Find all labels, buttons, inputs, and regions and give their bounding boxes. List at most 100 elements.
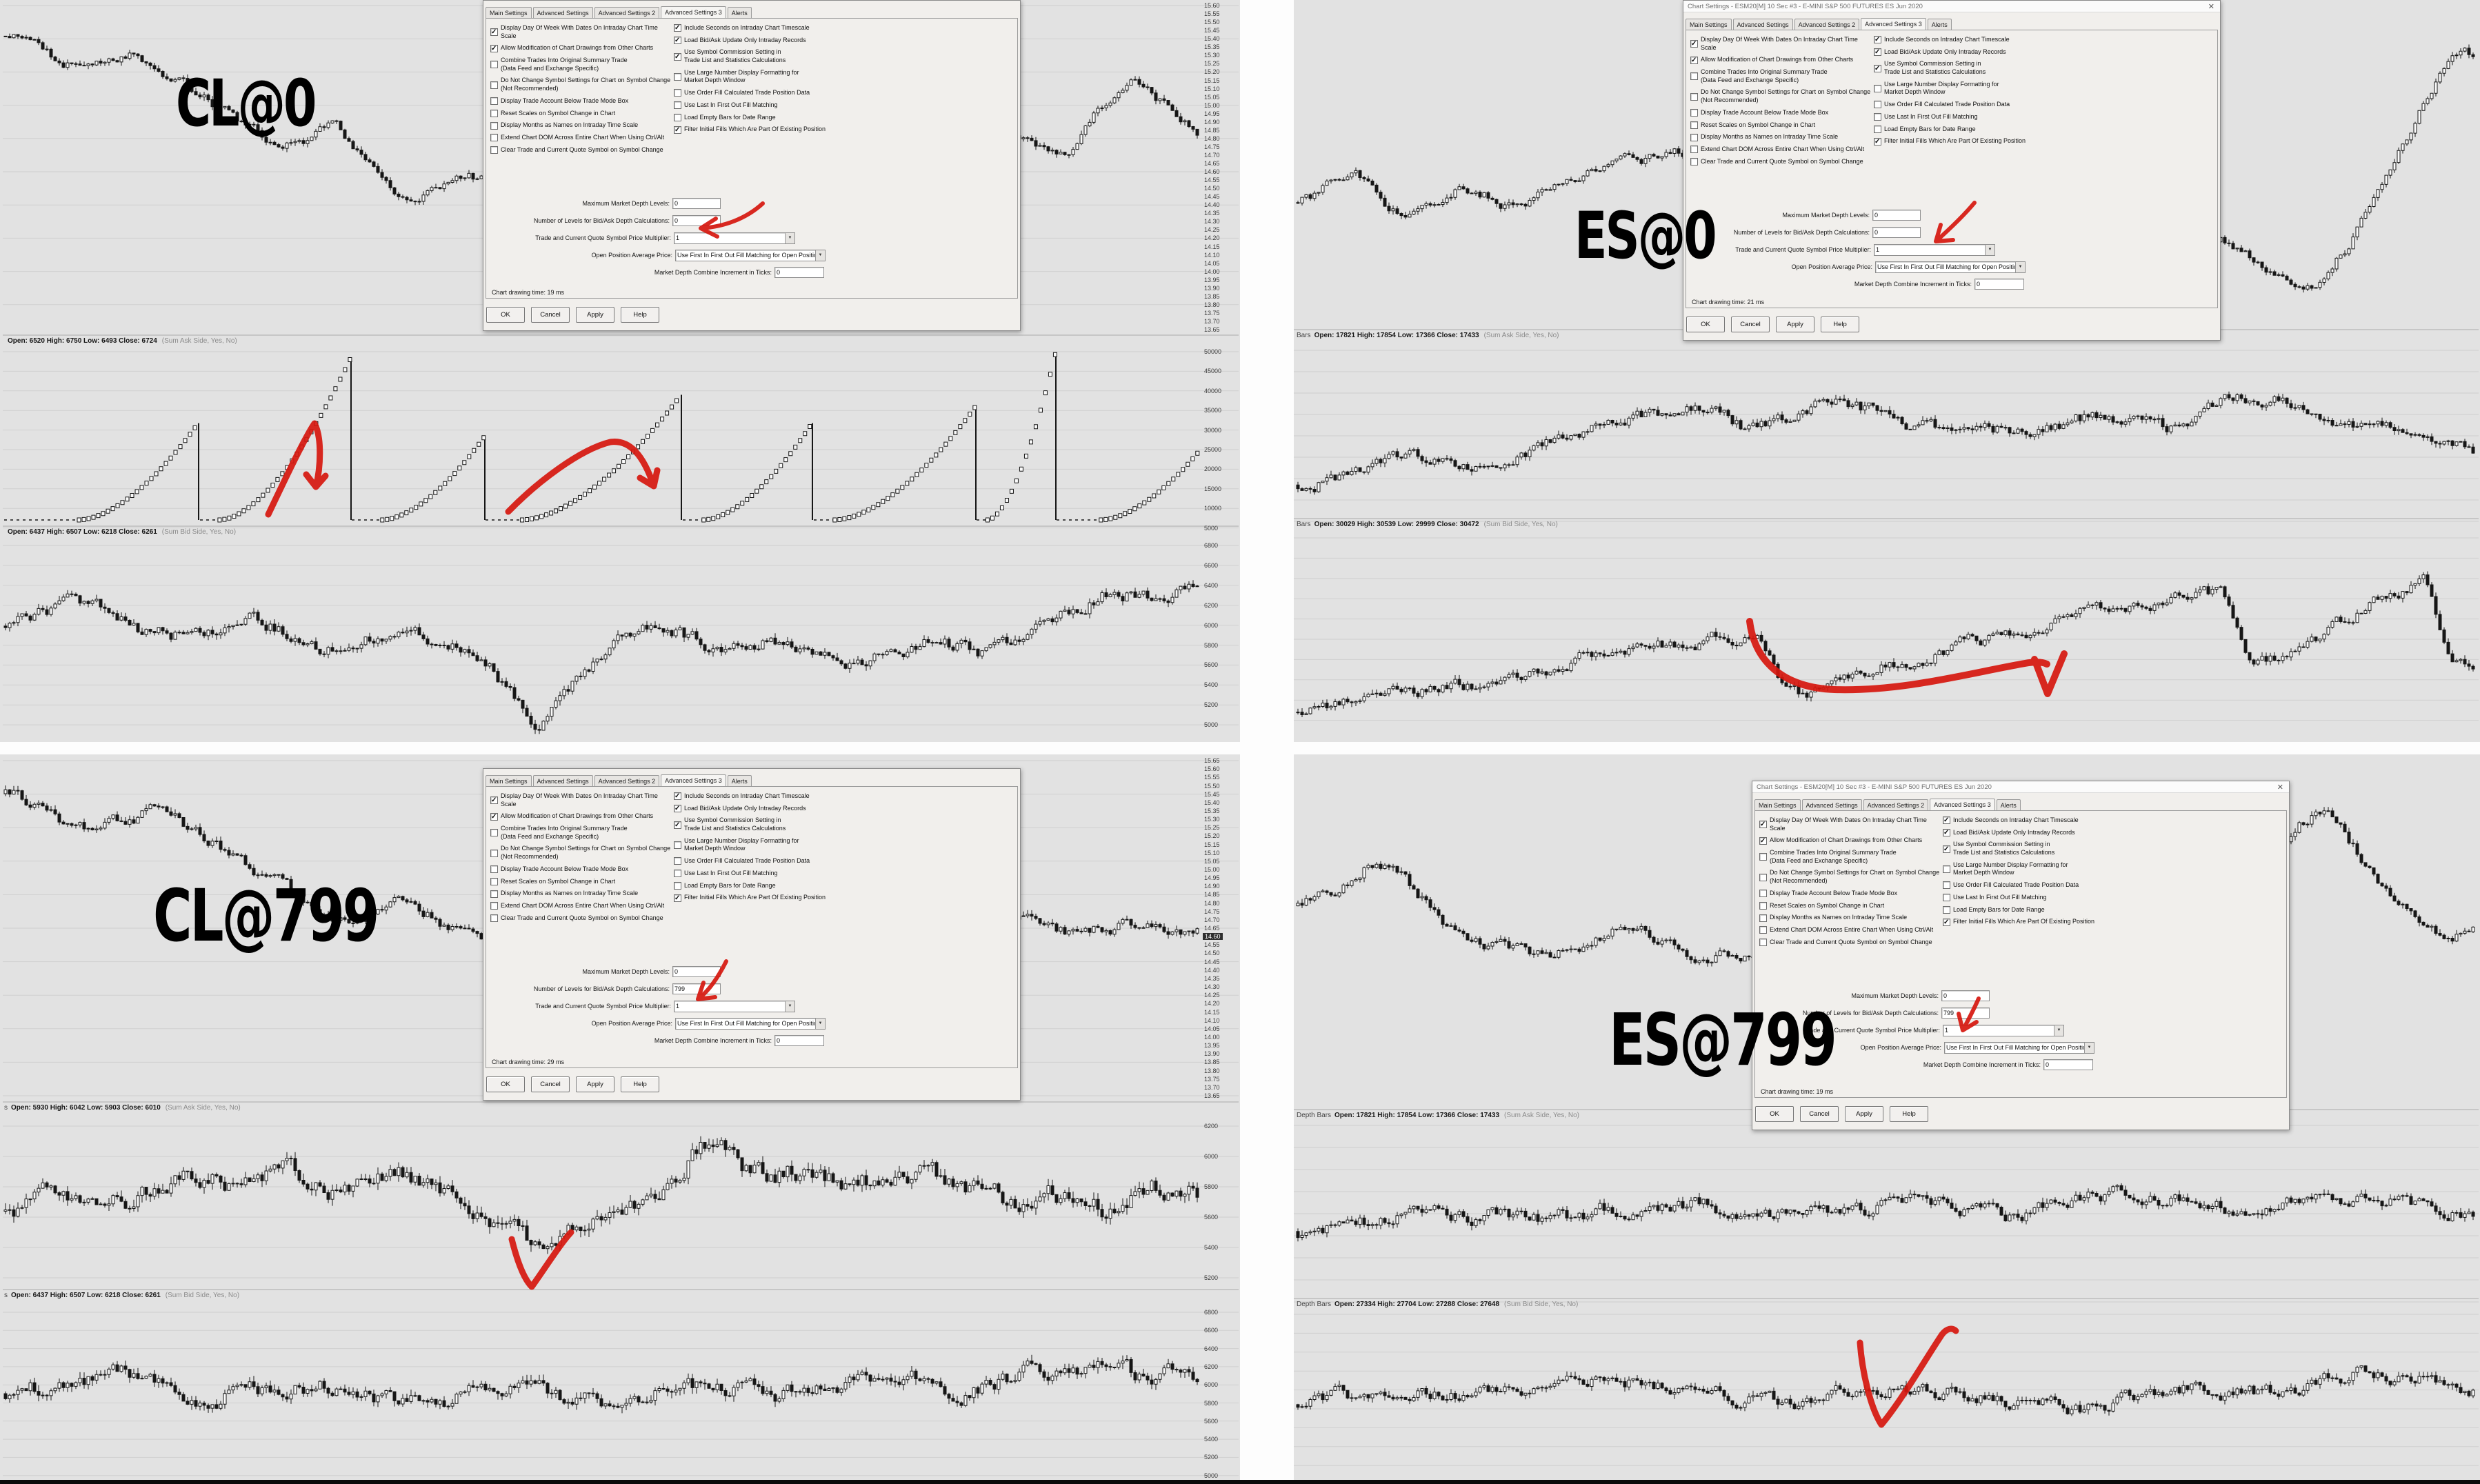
field-combo-open-position-average-price[interactable]: Use First In First Out Fill Matching for…: [1944, 1041, 2094, 1054]
checkbox-use-large-number-display-formatting-for[interactable]: Use Large Number Display Formatting for …: [1943, 861, 2283, 877]
checkbox-extend-chart-dom-across-entire-chart-when-[interactable]: Extend Chart DOM Across Entire Chart Whe…: [490, 134, 674, 142]
cancel-button[interactable]: Cancel: [531, 306, 570, 323]
apply-button[interactable]: Apply: [1776, 316, 1814, 332]
checkbox-display-day-of-week-with-dates-on-intraday[interactable]: Display Day Of Week With Dates On Intrad…: [1690, 36, 1874, 52]
tab-advanced-settings-2[interactable]: Advanced Settings 2: [594, 7, 660, 18]
checkbox-display-months-as-names-on-intraday-time-s[interactable]: Display Months as Names on Intraday Time…: [490, 890, 674, 898]
close-icon[interactable]: ✕: [2208, 2, 2214, 11]
tab-alerts[interactable]: Alerts: [727, 7, 752, 18]
checkbox-display-trade-account-below-trade-mode-box[interactable]: Display Trade Account Below Trade Mode B…: [1690, 109, 1874, 117]
checkbox-filter-initial-fills-which-are-part-of-exi[interactable]: Filter Initial Fills Which Are Part Of E…: [1874, 137, 2214, 146]
checkbox-display-day-of-week-with-dates-on-intraday[interactable]: Display Day Of Week With Dates On Intrad…: [490, 24, 674, 40]
field-input-maximum-market-depth-levels[interactable]: [672, 198, 721, 209]
checkbox-display-day-of-week-with-dates-on-intraday[interactable]: Display Day Of Week With Dates On Intrad…: [1759, 816, 1943, 832]
field-input-market-depth-combine-increment-in-ticks[interactable]: [774, 1035, 824, 1046]
checkbox-load-bid-ask-update-only-intraday-records[interactable]: Load Bid/Ask Update Only Intraday Record…: [1943, 828, 2283, 837]
apply-button[interactable]: Apply: [576, 306, 614, 323]
field-input-market-depth-combine-increment-in-ticks[interactable]: [2043, 1059, 2093, 1070]
checkbox-clear-trade-and-current-quote-symbol-on-sy[interactable]: Clear Trade and Current Quote Symbol on …: [1759, 939, 1943, 947]
checkbox-use-order-fill-calculated-trade-position-d[interactable]: Use Order Fill Calculated Trade Position…: [674, 89, 1014, 97]
field-combo-open-position-average-price[interactable]: Use First In First Out Fill Matching for…: [1875, 261, 2026, 273]
close-icon[interactable]: ✕: [2277, 783, 2283, 792]
checkbox-clear-trade-and-current-quote-symbol-on-sy[interactable]: Clear Trade and Current Quote Symbol on …: [490, 146, 674, 154]
field-input-number-of-levels-for-bid-ask-depth-calcula[interactable]: [1872, 227, 1921, 238]
checkbox-do-not-change-symbol-settings-for-chart-on[interactable]: Do Not Change Symbol Settings for Chart …: [1690, 88, 1874, 104]
checkbox-do-not-change-symbol-settings-for-chart-on[interactable]: Do Not Change Symbol Settings for Chart …: [490, 77, 674, 92]
help-button[interactable]: Help: [1821, 316, 1859, 332]
tab-advanced-settings[interactable]: Advanced Settings: [1732, 19, 1793, 30]
checkbox-allow-modification-of-chart-drawings-from-[interactable]: Allow Modification of Chart Drawings fro…: [490, 812, 674, 821]
tab-alerts[interactable]: Alerts: [727, 775, 752, 786]
help-button[interactable]: Help: [621, 1076, 659, 1092]
checkbox-clear-trade-and-current-quote-symbol-on-sy[interactable]: Clear Trade and Current Quote Symbol on …: [1690, 158, 1874, 166]
tab-advanced-settings-3[interactable]: Advanced Settings 3: [1930, 799, 1995, 811]
field-combo-open-position-average-price[interactable]: Use First In First Out Fill Matching for…: [675, 1017, 826, 1030]
checkbox-extend-chart-dom-across-entire-chart-when-[interactable]: Extend Chart DOM Across Entire Chart Whe…: [490, 902, 674, 910]
checkbox-use-large-number-display-formatting-for[interactable]: Use Large Number Display Formatting for …: [1874, 81, 2214, 97]
field-combo-trade-and-current-quote-symbol-price-multi[interactable]: 1 ▼: [1874, 243, 1995, 256]
checkbox-filter-initial-fills-which-are-part-of-exi[interactable]: Filter Initial Fills Which Are Part Of E…: [1943, 918, 2283, 927]
chevron-down-icon[interactable]: ▼: [1985, 244, 1994, 255]
tab-main-settings[interactable]: Main Settings: [486, 775, 532, 786]
help-button[interactable]: Help: [621, 306, 659, 323]
checkbox-include-seconds-on-intraday-chart-timescal[interactable]: Include Seconds on Intraday Chart Timesc…: [1943, 816, 2283, 825]
checkbox-use-large-number-display-formatting-for[interactable]: Use Large Number Display Formatting for …: [674, 69, 1014, 85]
checkbox-use-symbol-commission-setting-in[interactable]: Use Symbol Commission Setting in Trade L…: [1943, 841, 2283, 856]
chevron-down-icon[interactable]: ▼: [2054, 1025, 2063, 1036]
tab-advanced-settings-2[interactable]: Advanced Settings 2: [594, 775, 660, 786]
field-input-maximum-market-depth-levels[interactable]: [1941, 990, 1990, 1001]
checkbox-extend-chart-dom-across-entire-chart-when-[interactable]: Extend Chart DOM Across Entire Chart Whe…: [1690, 146, 1874, 154]
checkbox-use-symbol-commission-setting-in[interactable]: Use Symbol Commission Setting in Trade L…: [674, 816, 1014, 832]
checkbox-filter-initial-fills-which-are-part-of-exi[interactable]: Filter Initial Fills Which Are Part Of E…: [674, 894, 1014, 903]
chevron-down-icon[interactable]: ▼: [785, 1001, 794, 1012]
ok-button[interactable]: OK: [486, 306, 525, 323]
checkbox-reset-scales-on-symbol-change-in-chart[interactable]: Reset Scales on Symbol Change in Chart: [490, 878, 674, 886]
checkbox-include-seconds-on-intraday-chart-timescal[interactable]: Include Seconds on Intraday Chart Timesc…: [1874, 35, 2214, 44]
tab-advanced-settings[interactable]: Advanced Settings: [1801, 799, 1862, 810]
tab-main-settings[interactable]: Main Settings: [1686, 19, 1732, 30]
checkbox-display-months-as-names-on-intraday-time-s[interactable]: Display Months as Names on Intraday Time…: [1759, 914, 1943, 922]
checkbox-use-last-in-first-out-fill-matching[interactable]: Use Last In First Out Fill Matching: [674, 870, 1014, 878]
checkbox-include-seconds-on-intraday-chart-timescal[interactable]: Include Seconds on Intraday Chart Timesc…: [674, 792, 1014, 801]
chevron-down-icon[interactable]: ▼: [2084, 1042, 2094, 1053]
checkbox-use-last-in-first-out-fill-matching[interactable]: Use Last In First Out Fill Matching: [1874, 113, 2214, 121]
ok-button[interactable]: OK: [1755, 1105, 1794, 1122]
checkbox-use-order-fill-calculated-trade-position-d[interactable]: Use Order Fill Calculated Trade Position…: [1874, 101, 2214, 109]
checkbox-load-bid-ask-update-only-intraday-records[interactable]: Load Bid/Ask Update Only Intraday Record…: [1874, 48, 2214, 57]
checkbox-use-last-in-first-out-fill-matching[interactable]: Use Last In First Out Fill Matching: [1943, 894, 2283, 902]
tab-advanced-settings-3[interactable]: Advanced Settings 3: [661, 774, 726, 787]
checkbox-load-bid-ask-update-only-intraday-records[interactable]: Load Bid/Ask Update Only Intraday Record…: [674, 36, 1014, 45]
field-input-number-of-levels-for-bid-ask-depth-calcula[interactable]: [672, 983, 721, 994]
checkbox-reset-scales-on-symbol-change-in-chart[interactable]: Reset Scales on Symbol Change in Chart: [1759, 902, 1943, 910]
field-input-market-depth-combine-increment-in-ticks[interactable]: [1974, 279, 2024, 290]
field-input-number-of-levels-for-bid-ask-depth-calcula[interactable]: [1941, 1007, 1990, 1019]
checkbox-combine-trades-into-original-summary-trade[interactable]: Combine Trades Into Original Summary Tra…: [490, 825, 674, 841]
tab-advanced-settings[interactable]: Advanced Settings: [532, 7, 593, 18]
field-input-market-depth-combine-increment-in-ticks[interactable]: [774, 267, 824, 278]
chevron-down-icon[interactable]: ▼: [2015, 261, 2025, 272]
checkbox-use-symbol-commission-setting-in[interactable]: Use Symbol Commission Setting in Trade L…: [1874, 60, 2214, 76]
checkbox-display-months-as-names-on-intraday-time-s[interactable]: Display Months as Names on Intraday Time…: [490, 121, 674, 130]
field-input-maximum-market-depth-levels[interactable]: [672, 966, 721, 977]
checkbox-use-last-in-first-out-fill-matching[interactable]: Use Last In First Out Fill Matching: [674, 101, 1014, 110]
checkbox-combine-trades-into-original-summary-trade[interactable]: Combine Trades Into Original Summary Tra…: [1690, 68, 1874, 84]
chevron-down-icon[interactable]: ▼: [815, 250, 825, 261]
chevron-down-icon[interactable]: ▼: [815, 1018, 825, 1029]
checkbox-display-day-of-week-with-dates-on-intraday[interactable]: Display Day Of Week With Dates On Intrad…: [490, 792, 674, 808]
checkbox-clear-trade-and-current-quote-symbol-on-sy[interactable]: Clear Trade and Current Quote Symbol on …: [490, 914, 674, 923]
checkbox-combine-trades-into-original-summary-trade[interactable]: Combine Trades Into Original Summary Tra…: [490, 57, 674, 72]
tab-advanced-settings-3[interactable]: Advanced Settings 3: [1861, 18, 1926, 30]
field-combo-trade-and-current-quote-symbol-price-multi[interactable]: 1 ▼: [674, 1000, 795, 1012]
checkbox-load-empty-bars-for-date-range[interactable]: Load Empty Bars for Date Range: [674, 114, 1014, 122]
checkbox-reset-scales-on-symbol-change-in-chart[interactable]: Reset Scales on Symbol Change in Chart: [1690, 121, 1874, 130]
field-combo-trade-and-current-quote-symbol-price-multi[interactable]: 1 ▼: [674, 232, 795, 244]
apply-button[interactable]: Apply: [1845, 1105, 1883, 1122]
checkbox-include-seconds-on-intraday-chart-timescal[interactable]: Include Seconds on Intraday Chart Timesc…: [674, 23, 1014, 32]
checkbox-load-empty-bars-for-date-range[interactable]: Load Empty Bars for Date Range: [1943, 906, 2283, 914]
field-combo-trade-and-current-quote-symbol-price-multi[interactable]: 1 ▼: [1943, 1024, 2064, 1036]
ok-button[interactable]: OK: [486, 1076, 525, 1092]
checkbox-use-order-fill-calculated-trade-position-d[interactable]: Use Order Fill Calculated Trade Position…: [674, 857, 1014, 865]
checkbox-use-large-number-display-formatting-for[interactable]: Use Large Number Display Formatting for …: [674, 837, 1014, 853]
help-button[interactable]: Help: [1890, 1105, 1928, 1122]
checkbox-extend-chart-dom-across-entire-chart-when-[interactable]: Extend Chart DOM Across Entire Chart Whe…: [1759, 926, 1943, 934]
